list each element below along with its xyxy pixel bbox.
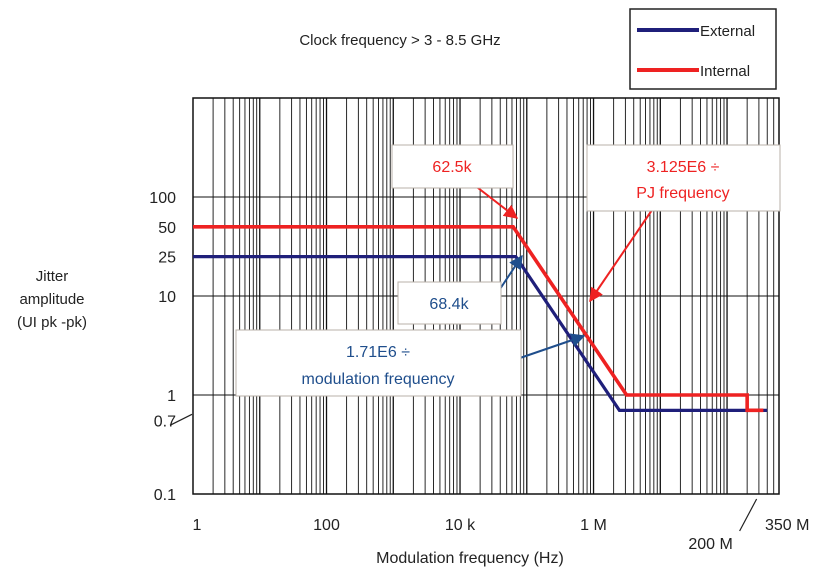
annotation-external-corner: 68.4k <box>429 296 469 313</box>
annotation-box-external-corner <box>397 281 502 325</box>
y-tick-label: 10 <box>158 289 176 306</box>
y-axis-title: Jitter amplitude (UI pk -pk) <box>17 268 87 331</box>
x-tick-leader-200M <box>739 498 758 532</box>
annotation-box-external-slope <box>235 329 522 397</box>
y-tick-label: 0.7 <box>154 413 176 430</box>
annotation-box-internal-corner <box>391 144 514 189</box>
legend-label-external: External <box>700 23 755 40</box>
y-axis-title-line-3: (UI pk -pk) <box>17 314 87 331</box>
x-tick-label: 1 M <box>580 517 607 534</box>
y-tick-label: 25 <box>158 250 176 267</box>
annotation-internal-corner: 62.5k <box>432 159 472 176</box>
x-tick-label: 200 M <box>688 536 732 553</box>
series-line-internal <box>193 225 764 413</box>
x-axis-ticks: 1 100 10 k 1 M 200 M 350 M <box>193 498 809 553</box>
y-tick-leader-0.7 <box>169 413 193 426</box>
annotation-internal-slope-line-1: 3.125E6 ÷ <box>647 159 720 176</box>
plot-frame <box>192 97 780 495</box>
y-tick-label: 50 <box>158 220 176 237</box>
y-tick-label: 0.1 <box>154 487 176 504</box>
x-tick-label: 100 <box>313 517 340 534</box>
x-tick-label: 1 <box>193 517 202 534</box>
y-axis-title-line-2: amplitude <box>19 291 84 308</box>
annotation-external-slope-line-1: 1.71E6 ÷ <box>346 344 410 361</box>
y-tick-label: 100 <box>149 190 176 207</box>
legend: External Internal <box>629 8 777 90</box>
arrow-internal-slope <box>589 209 653 303</box>
y-axis-ticks: 0.1 0.7 1 10 25 50 100 <box>149 190 193 504</box>
arrow-external-corner <box>499 254 523 290</box>
x-tick-label: 10 k <box>445 517 476 534</box>
y-axis-title-line-1: Jitter <box>36 268 69 285</box>
annotation-box-internal-slope <box>586 144 781 212</box>
annotation-internal-slope-line-2: PJ frequency <box>636 185 729 202</box>
legend-box <box>629 8 777 90</box>
x-tick-label: 350 M <box>765 517 809 534</box>
legend-label-internal: Internal <box>700 63 750 80</box>
annotations: 62.5k 3.125E6 ÷ PJ frequency 68.4k 1.71E… <box>235 144 781 397</box>
series-lines <box>193 225 768 413</box>
chart-title: Clock frequency > 3 - 8.5 GHz <box>299 32 500 49</box>
x-axis-title: Modulation frequency (Hz) <box>376 550 564 567</box>
annotation-external-slope-line-2: modulation frequency <box>302 371 455 388</box>
arrow-external-slope <box>519 333 586 359</box>
y-tick-label: 1 <box>167 388 176 405</box>
